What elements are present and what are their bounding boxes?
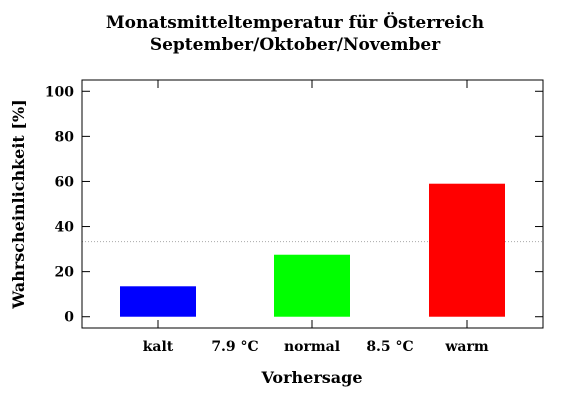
bar-warm — [429, 183, 505, 317]
bar-kalt — [120, 286, 196, 317]
y-tick-label: 0 — [64, 310, 74, 326]
y-tick-label: 20 — [55, 265, 75, 281]
x-tick-label-normal: normal — [284, 339, 340, 355]
x-tick-label-warm: warm — [444, 339, 488, 355]
y-tick-label: 40 — [55, 220, 75, 236]
bar-normal — [274, 254, 350, 317]
x-tick-label-kalt: kalt — [143, 339, 174, 355]
plot-frame — [81, 79, 544, 329]
chart-title-line-2: September/Oktober/November — [150, 35, 441, 55]
y-tick-label: 80 — [55, 129, 75, 145]
y-axis-label: Wahrscheinlichkeit [%] — [9, 99, 28, 309]
threshold-label-high: 8.5 °C — [366, 339, 413, 355]
plot-area: 0 20 40 60 80 100 kalt normal warm — [45, 80, 543, 355]
y-tick-label: 100 — [45, 84, 74, 100]
threshold-label-low: 7.9 °C — [211, 339, 258, 355]
y-tick-label: 60 — [55, 174, 75, 190]
chart-title-line-1: Monatsmitteltemperatur für Österreich — [106, 12, 484, 33]
x-axis-label: Vorhersage — [260, 368, 362, 387]
